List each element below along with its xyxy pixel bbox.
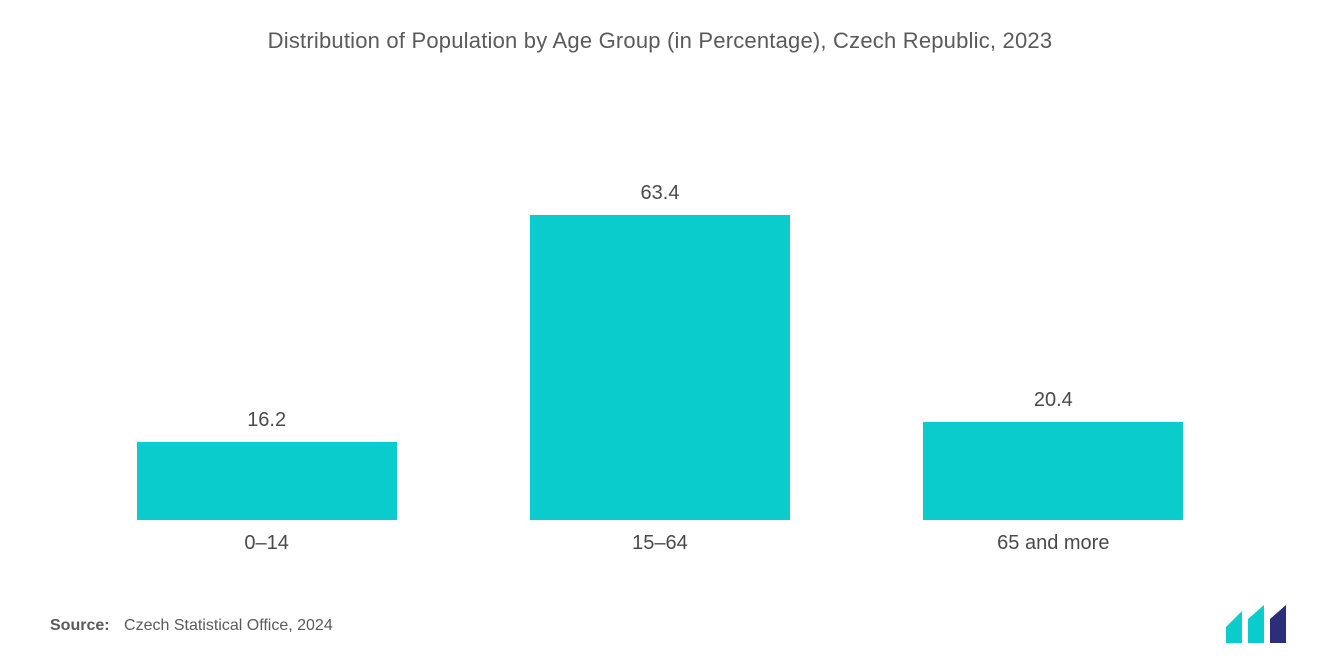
bar-slot-0: 16.2 [70, 409, 463, 520]
source-label: Source: [50, 617, 110, 634]
bar-1 [530, 215, 790, 520]
bar-value-2: 20.4 [1034, 389, 1073, 412]
plot-area: 16.2 63.4 20.4 0–14 15–64 65 and more [50, 64, 1270, 665]
logo-bar-2 [1270, 605, 1286, 643]
chart-title: Distribution of Population by Age Group … [50, 28, 1270, 54]
bar-slot-1: 63.4 [463, 182, 856, 520]
x-label-2: 65 and more [857, 532, 1250, 555]
bar-slot-2: 20.4 [857, 389, 1250, 520]
source-line: Source: Czech Statistical Office, 2024 [50, 617, 333, 635]
bars-row: 16.2 63.4 20.4 [50, 215, 1270, 520]
x-axis-labels: 0–14 15–64 65 and more [50, 532, 1270, 555]
x-label-1: 15–64 [463, 532, 856, 555]
source-text: Czech Statistical Office, 2024 [124, 617, 333, 634]
bar-value-1: 63.4 [641, 182, 680, 205]
bar-0 [137, 442, 397, 520]
bar-2 [923, 422, 1183, 520]
chart-container: Distribution of Population by Age Group … [0, 0, 1320, 665]
logo-bar-1 [1248, 605, 1264, 643]
bar-value-0: 16.2 [247, 409, 286, 432]
brand-logo-icon [1224, 605, 1290, 643]
x-label-0: 0–14 [70, 532, 463, 555]
logo-bar-0 [1226, 611, 1242, 643]
